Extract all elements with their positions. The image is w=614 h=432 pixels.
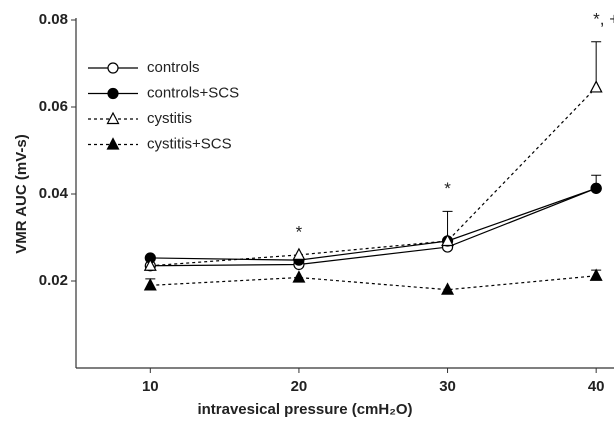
marker (589, 268, 603, 281)
marker (590, 182, 602, 194)
y-tick-label: 0.04 (39, 185, 69, 202)
line (150, 87, 597, 267)
marker (441, 282, 455, 295)
marker (143, 258, 157, 271)
x-tick-label: 40 (588, 378, 605, 395)
annotation: * (444, 179, 451, 198)
legend-marker (107, 87, 119, 100)
x-tick-label: 20 (291, 378, 308, 395)
error-bar (591, 41, 602, 88)
marker (589, 80, 603, 93)
marker (441, 233, 455, 247)
marker (292, 270, 306, 283)
legend-label: cystitis+SCS (147, 135, 232, 152)
line (150, 275, 597, 291)
legend-label: controls (147, 59, 200, 76)
line (150, 187, 597, 261)
y-tick-label: 0.02 (39, 272, 68, 289)
x-axis-label: intravesical pressure (cmH₂O) (197, 401, 412, 418)
line (150, 187, 597, 267)
legend-marker (106, 111, 120, 125)
y-tick-label: 0.06 (39, 98, 68, 115)
annotation: * (296, 222, 303, 241)
legend-label: cystitis (147, 110, 192, 127)
x-tick-label: 30 (439, 378, 456, 395)
annotation: *, + (593, 9, 614, 28)
y-axis-label: VMR AUC (mV-s) (13, 134, 30, 253)
legend-marker (106, 137, 120, 150)
y-tick-label: 0.08 (39, 11, 68, 28)
x-tick-label: 10 (142, 378, 159, 395)
legend-marker (107, 62, 119, 74)
marker (143, 278, 157, 291)
marker (292, 247, 306, 260)
legend-label: controls+SCS (147, 84, 239, 101)
